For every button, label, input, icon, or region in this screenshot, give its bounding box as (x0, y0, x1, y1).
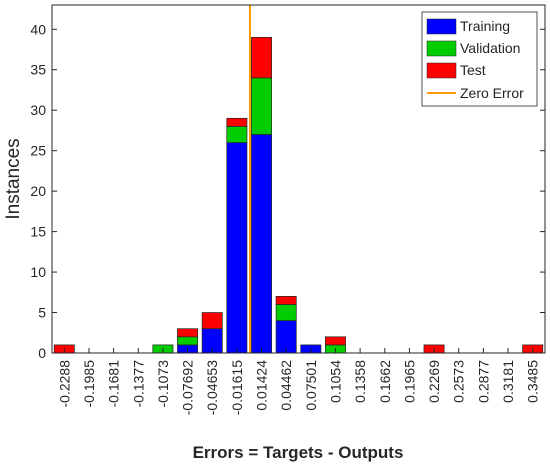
x-tick-label-7: -0.01615 (229, 360, 245, 415)
legend: Training Validation Test Zero Error (421, 11, 538, 107)
x-tick-label-3: -0.1377 (130, 360, 146, 408)
legend-swatch-validation (426, 40, 457, 57)
x-tick-label-2: -0.1681 (106, 360, 122, 408)
bar-validation-8 (251, 77, 272, 135)
x-tick-label-5: -0.07692 (180, 360, 196, 415)
legend-label-test: Test (460, 62, 486, 78)
bar-test-9 (275, 296, 297, 305)
x-tick-label-10: 0.07501 (303, 360, 319, 411)
x-tick-label-16: 0.2573 (451, 360, 467, 403)
y-tick-label-30: 30 (30, 102, 46, 118)
x-tick-label-13: 0.1662 (377, 360, 393, 403)
bar-validation-7 (226, 126, 248, 143)
plot-frame (51, 4, 546, 354)
x-tick-label-1: -0.1985 (81, 360, 97, 408)
x-tick-label-17: 0.2877 (475, 360, 491, 403)
x-tick-label-18: 0.3181 (500, 360, 516, 403)
x-tick-label-12: 0.1358 (352, 360, 368, 403)
x-tick-label-4: -0.1073 (155, 360, 171, 408)
x-tick-label-19: 0.3485 (525, 360, 541, 403)
x-tick-label-15: 0.2269 (426, 360, 442, 403)
bar-validation-9 (275, 304, 297, 321)
x-axis-title: Errors = Targets - Outputs (193, 443, 404, 462)
y-axis-title: Instances (3, 138, 24, 219)
bar-test-7 (226, 117, 248, 127)
bar-validation-5 (177, 336, 199, 346)
x-axis: -0.2288 -0.1985 -0.1681 -0.1377 -0.1073 -0.07… (56, 348, 541, 415)
legend-swatch-test (426, 62, 457, 79)
bar-test-5 (177, 328, 199, 338)
x-tick-label-11: 0.1054 (327, 360, 343, 403)
y-tick-label-15: 15 (30, 224, 46, 240)
bar-training-8 (251, 134, 272, 354)
x-tick-label-8: 0.01424 (254, 360, 270, 411)
legend-label-zero-error: Zero Error (460, 85, 524, 101)
legend-label-training: Training (460, 18, 510, 34)
bar-test-6 (201, 312, 223, 330)
legend-label-validation: Validation (460, 40, 520, 56)
bar-test-11 (325, 336, 346, 346)
y-tick-label-10: 10 (30, 264, 46, 280)
x-tick-label-6: -0.04653 (204, 360, 220, 415)
bar-test-8 (251, 37, 272, 79)
x-tick-label-14: 0.1965 (401, 360, 417, 403)
y-tick-label-35: 35 (30, 62, 46, 78)
y-tick-label-0: 0 (38, 345, 46, 361)
y-tick-label-40: 40 (30, 21, 46, 37)
y-tick-label-20: 20 (30, 183, 46, 199)
y-tick-label-25: 25 (30, 143, 46, 159)
y-tick-label-5: 5 (38, 305, 46, 321)
y-axis: 0 5 10 15 20 25 30 35 40 (30, 21, 545, 361)
x-tick-label-9: 0.04462 (278, 360, 294, 411)
legend-swatch-training (426, 18, 457, 35)
bar-training-7 (226, 142, 248, 354)
x-tick-label-0: -0.2288 (56, 360, 72, 408)
